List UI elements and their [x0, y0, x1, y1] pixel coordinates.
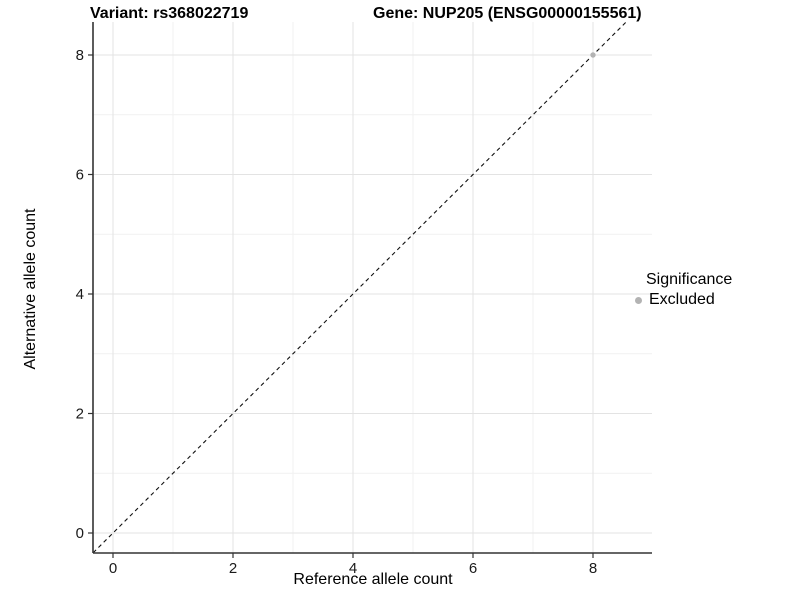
x-tick-label: 6 — [469, 560, 477, 577]
legend-item-label: Excluded — [649, 291, 715, 308]
x-tick-label: 8 — [589, 560, 597, 577]
y-tick-label: 8 — [76, 47, 84, 64]
x-tick-label: 4 — [349, 560, 357, 577]
panel-background — [93, 22, 652, 553]
y-tick-label: 6 — [76, 167, 84, 184]
y-tick-label: 4 — [76, 286, 84, 303]
legend-key-dot-icon — [635, 296, 642, 304]
legend-item-excluded: Excluded — [628, 290, 732, 310]
legend-title: Significance — [646, 271, 733, 288]
y-tick-label: 2 — [76, 406, 84, 423]
x-axis-title: Reference allele count — [293, 571, 453, 588]
x-tick-label: 2 — [229, 560, 237, 577]
y-axis-title: Alternative allele count — [22, 208, 39, 370]
legend: Significance Excluded — [628, 270, 732, 310]
plot-title-variant: Variant: rs368022719 — [90, 5, 249, 22]
plot-title-gene: Gene: NUP205 (ENSG00000155561) — [373, 5, 642, 22]
x-tick-label: 0 — [109, 560, 117, 577]
data-point — [590, 52, 596, 58]
y-tick-label: 0 — [76, 525, 84, 542]
